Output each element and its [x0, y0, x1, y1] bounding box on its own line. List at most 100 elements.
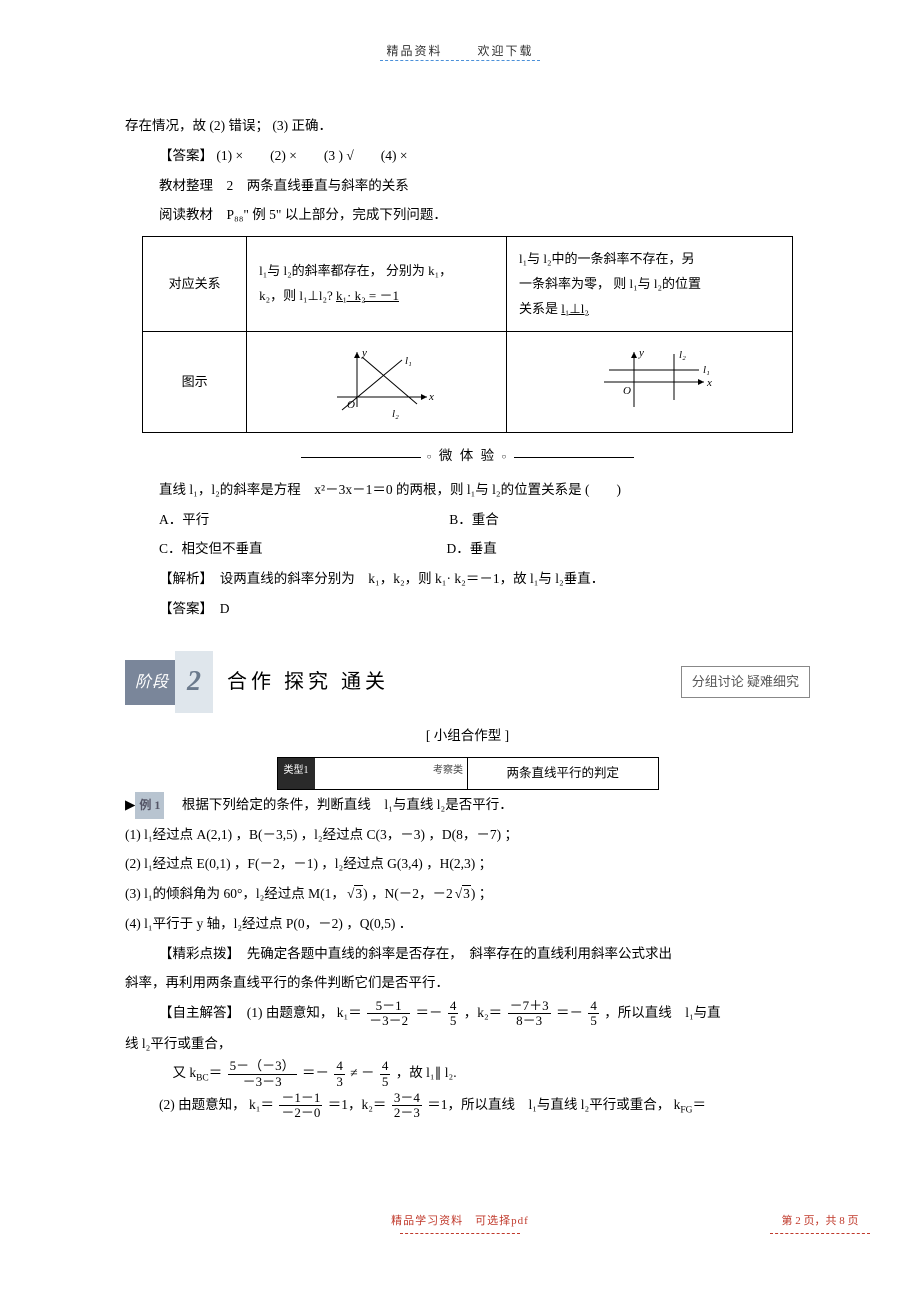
highlight-label: 【精彩点拨】	[159, 946, 233, 961]
r1c3-line3b: l₁⊥l₂	[561, 301, 589, 316]
cell-r2c2: y x O l₁ l₂	[247, 332, 507, 433]
opt-c: C．相交但不垂直	[159, 534, 263, 564]
svg2-x: x	[706, 377, 712, 389]
kbc-pre: 又 k	[159, 1065, 196, 1080]
i3e: ) ；	[471, 886, 492, 901]
topic-bar: 类型1 考察类 两条直线平行的判定	[277, 757, 659, 791]
selfans-pre: (1) 由题意知， k₁＝	[233, 1005, 361, 1020]
answer1-text: (1) × (2) × (3 ) √ (4) ×	[216, 148, 407, 163]
p2-f2: 3－42－3	[392, 1091, 422, 1121]
sa-mid1: ＝－	[415, 1005, 442, 1020]
kbc-eq: ＝	[209, 1065, 223, 1080]
kbc-f3: 45	[380, 1059, 391, 1089]
frac1: 5－1－3－2	[367, 999, 410, 1029]
highlight-text: 先确定各题中直线的斜率是否存在， 斜率存在的直线利用斜率公式求出	[233, 946, 672, 961]
example-box: 例 1	[135, 792, 164, 818]
self2: 线 l₂平行或重合，	[125, 1029, 810, 1059]
svg2-y: y	[638, 347, 644, 359]
banner-right: 分组讨论 疑难细究	[681, 666, 810, 699]
diagram1-svg: y x O l₁ l₂	[307, 342, 447, 422]
answer1-line: 【答案】 (1) × (2) × (3 ) √ (4) ×	[125, 141, 810, 171]
kbc-f2: 43	[334, 1059, 345, 1089]
banner-stage: 阶段	[125, 660, 175, 705]
micro-divider: ○ 微 体 验 ○	[125, 441, 810, 471]
relation-table: 对应关系 l₁与 l₂的斜率都存在， 分别为 k₁， k₂，则 l₁⊥l₂? k…	[142, 236, 793, 433]
svg1-l2: l₂	[392, 408, 399, 420]
r1c2-line2b: k₁· k₂ = ­－1	[336, 288, 399, 303]
i3a: (3) l₁的倾斜角为 60°，l₂经过点 M(1，	[125, 886, 345, 901]
p2-sub: FG	[680, 1105, 692, 1115]
opt-b: B．重合	[449, 505, 499, 535]
answer1-label: 【答案】	[159, 148, 213, 163]
section1-title: 教材整理 2 两条直线垂直与斜率的关系	[125, 171, 810, 201]
intro-line: 存在情况，故 (2) 错误； (3) 正确．	[125, 111, 810, 141]
example-line: ▶例 1 根据下列给定的条件，判断直线 l₁与直线 l₂是否平行．	[125, 790, 810, 820]
highlight-line: 【精彩点拨】 先确定各题中直线的斜率是否存在， 斜率存在的直线利用斜率公式求出	[125, 939, 810, 969]
answer2-label: 【答案】	[159, 601, 206, 616]
page-header: 精品资料 欢迎下载	[0, 0, 920, 61]
options-row2: C．相交但不垂直 D．垂直	[125, 534, 810, 564]
cell-r1c2: l₁与 l₂的斜率都存在， 分别为 k₁， k₂，则 l₁⊥l₂? k₁· k₂…	[247, 237, 507, 332]
answer2-line: 【答案】 D	[125, 594, 810, 624]
highlight-line2: 斜率，再利用两条直线平行的条件判断它们是否平行．	[125, 968, 810, 998]
micro-text: 微 体 验	[439, 448, 496, 463]
frac4: 45	[588, 999, 599, 1029]
p2-tail: ＝	[692, 1097, 706, 1112]
kbc-sub: BC	[196, 1074, 209, 1084]
topic-mid: 考察类	[315, 758, 469, 790]
footer-left: 精品学习资料 可选择pdf	[391, 1215, 529, 1227]
footer-underline	[400, 1233, 520, 1234]
svg1-x: x	[428, 391, 434, 403]
topic-tag: 类型1	[278, 758, 315, 790]
i3-sqrt2: 3	[453, 879, 471, 909]
r1c2-line2a: k₂，则 l₁⊥l₂?	[259, 288, 336, 303]
svg2-l1: l₁	[703, 364, 710, 376]
question: 直线 l₁，l₂的斜率是方程 x²－3x－1＝0 的两根，则 l₁与 l₂的位置…	[125, 475, 810, 505]
kbc-f1: 5－（－3）－3－3	[228, 1059, 297, 1089]
i3c: ) ，N(－2，－2	[363, 886, 453, 901]
page-footer: 精品学习资料 可选择pdf 第 2 页，共 8 页	[0, 1209, 920, 1234]
cell-r2c3: y x O l₁ l₂	[506, 332, 792, 433]
sa-mid3: ＝－	[556, 1005, 583, 1020]
analysis-label: 【解析】	[159, 571, 206, 586]
svg1-y: y	[361, 347, 367, 359]
svg2-o: O	[623, 385, 631, 397]
opt-d: D．垂直	[447, 534, 497, 564]
frac2: 45	[448, 999, 459, 1029]
r1c3-line3a: 关系是	[519, 301, 561, 316]
kbc-mid1: ＝－	[302, 1065, 329, 1080]
analysis-text: 设两直线的斜率分别为 k₁，k₂，则 k₁· k₂＝－1，故 l₁与 l₂垂直．	[206, 571, 604, 586]
r1c3-line2: 一条斜率为零， 则 l₁与 l₂的位置	[519, 276, 701, 291]
p2-pre: (2) 由题意知， k₁＝	[159, 1097, 274, 1112]
p2-f1: －1－1－2－0	[279, 1091, 322, 1121]
item2: (2) l₁经过点 E(0,1) ，F(－2，－1) ，l₂经过点 G(3,4)…	[125, 849, 810, 879]
footer-right: 第 2 页，共 8 页	[770, 1209, 870, 1234]
p2-mid1: ＝1，k₂＝	[328, 1097, 387, 1112]
cell-r1c3: l₁与 l₂中的一条斜率不存在，另 一条斜率为零， 则 l₁与 l₂的位置 关系…	[506, 237, 792, 332]
r1c3-line1: l₁与 l₂中的一条斜率不存在，另	[519, 251, 695, 266]
i3-sqrt1: 3	[345, 879, 363, 909]
frac3: －7＋38－3	[508, 999, 551, 1029]
part2-line: (2) 由题意知， k₁＝ －1－1－2－0 ＝1，k₂＝ 3－42－3 ＝1，…	[125, 1090, 810, 1121]
diagram2-svg: y x O l₁ l₂	[579, 342, 719, 422]
item3: (3) l₁的倾斜角为 60°，l₂经过点 M(1，3) ，N(－2，－23) …	[125, 879, 810, 909]
answer2-text: D	[206, 601, 229, 616]
cell-r1c1: 对应关系	[143, 237, 247, 332]
banner-num: 2	[175, 651, 213, 713]
group-type: [ 小组合作型 ]	[125, 721, 810, 751]
selfans-line: 【自主解答】 (1) 由题意知， k₁＝ 5－1－3－2 ＝－ 45 ，k₂＝ …	[125, 998, 810, 1029]
r1c2-line1: l₁与 l₂的斜率都存在， 分别为 k₁，	[259, 263, 452, 278]
content-area: 存在情况，故 (2) 错误； (3) 正确． 【答案】 (1) × (2) × …	[0, 61, 920, 1161]
sa-mid2: ，k₂＝	[464, 1005, 502, 1020]
item4: (4) l₁平行于 y 轴，l₂经过点 P(0，－2) ，Q(0,5) ．	[125, 909, 810, 939]
selfans-label: 【自主解答】	[159, 1005, 233, 1020]
svg1-l1: l₁	[405, 355, 412, 367]
opt-a: A．平行	[159, 505, 209, 535]
svg2-l2: l₂	[679, 349, 686, 361]
svg1-o: O	[347, 399, 355, 411]
item1: (1) l₁经过点 A(2,1) ，B(－3,5) ，l₂经过点 C(3，－3)…	[125, 820, 810, 850]
example-tri: ▶	[125, 790, 135, 820]
example-text: 根据下列给定的条件，判断直线 l₁与直线 l₂是否平行．	[168, 797, 512, 812]
kbc-ne: ≠ －	[350, 1065, 374, 1080]
header-right: 欢迎下载	[478, 44, 534, 58]
